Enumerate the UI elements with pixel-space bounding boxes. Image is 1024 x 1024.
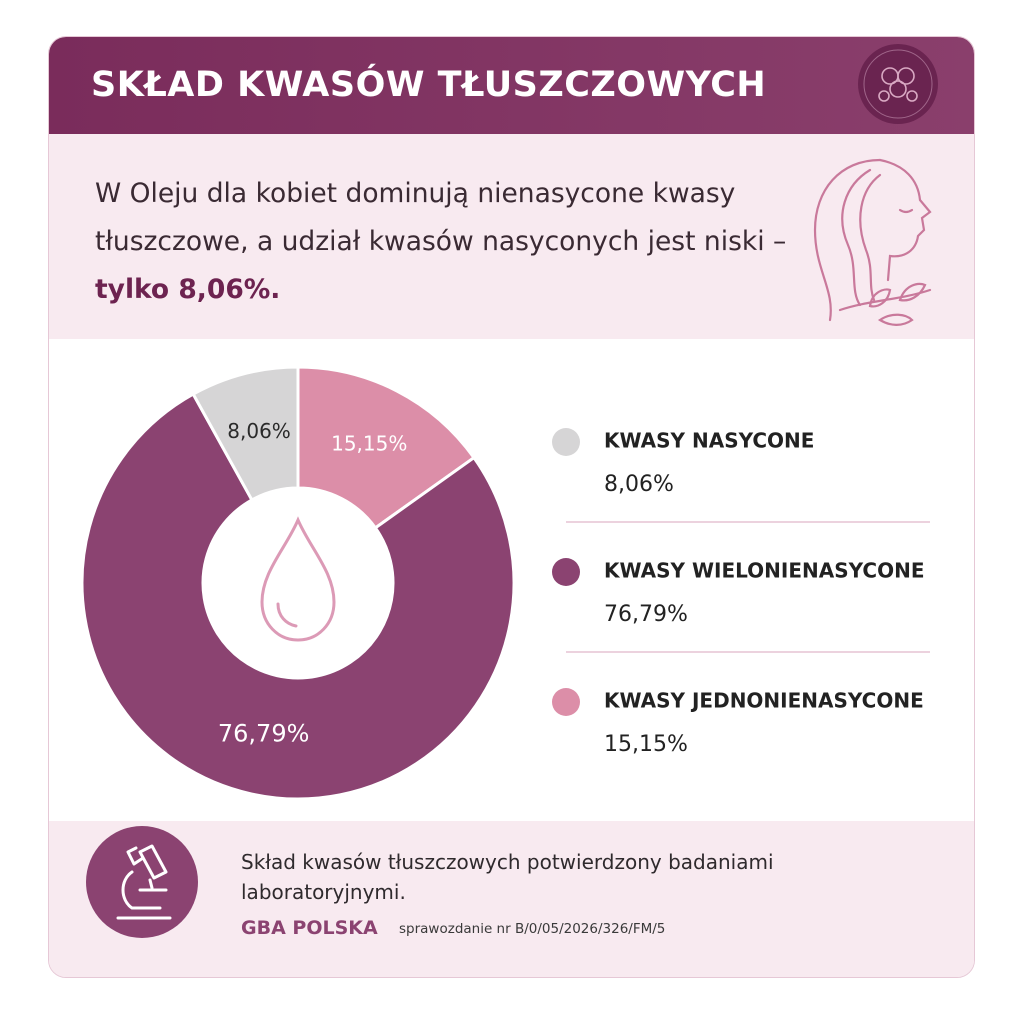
legend-value: 8,06% [604,472,674,497]
slice [80,392,516,801]
legend-value: 15,15% [604,732,688,757]
slice [191,365,300,502]
slice-label: 15,15% [331,431,407,455]
source: GBA POLSKA [241,917,378,939]
legend-value: 76,79% [604,602,688,627]
footer: Skład kwasów tłuszczowych potwierdzony b… [49,821,974,977]
microscope-icon [86,826,198,938]
slice-label: 8,06% [227,419,291,443]
header-icon [858,44,938,124]
intro: W Oleju dla kobiet dominują nienasycone … [49,134,974,339]
slice-label: 76,79% [218,720,310,748]
intro-text: W Oleju dla kobiet dominują nienasycone … [95,170,795,314]
legend-swatch [552,558,580,586]
header: SKŁAD KWASÓW TŁUSZCZOWYCH [49,37,974,134]
report: sprawozdanie nr B/0/05/2026/326/FM/5 [399,921,666,937]
legend-label: KWASY JEDNONIENASYCONE [604,689,924,713]
legend-swatch [552,688,580,716]
intro-highlight: tylko 8,06%. [95,274,281,305]
drop-icon [260,516,336,642]
intro-body: W Oleju dla kobiet dominują nienasycone … [95,178,787,257]
title: SKŁAD KWASÓW TŁUSZCZOWYCH [91,65,767,105]
legend-swatch [552,428,580,456]
legend-label: KWASY WIELONIENASYCONE [604,559,925,583]
footer-text: Skład kwasów tłuszczowych potwierdzony b… [241,850,774,904]
legend-label: KWASY NASYCONE [604,429,814,453]
card: SKŁAD KWASÓW TŁUSZCZOWYCH W Oleju dla ko… [48,36,975,978]
woman-icon [813,158,932,326]
